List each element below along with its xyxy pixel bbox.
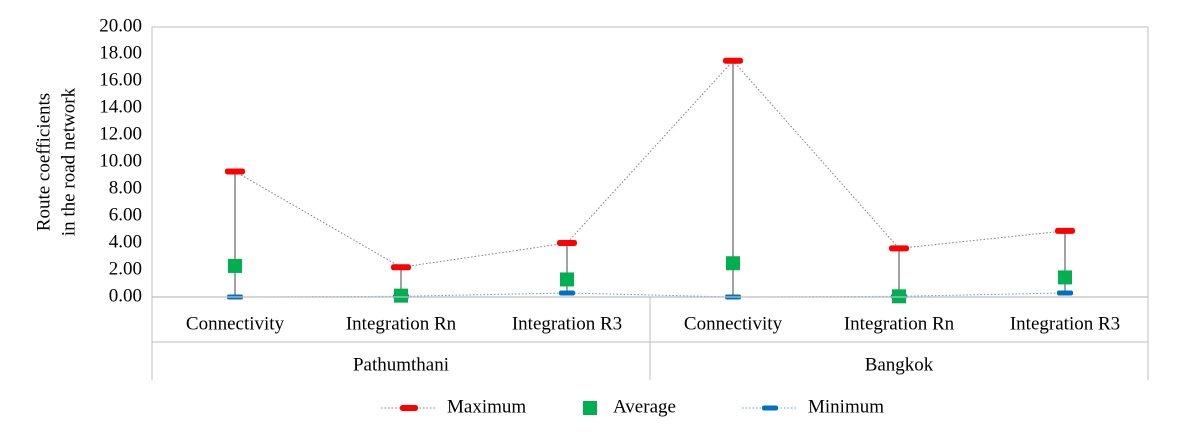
x-category-label: Integration R3 bbox=[512, 313, 622, 334]
plot-frame bbox=[151, 26, 1149, 380]
y-tick-label: 16.00 bbox=[99, 69, 142, 90]
y-tick-label: 14.00 bbox=[99, 96, 142, 117]
maximum-marker bbox=[889, 245, 909, 252]
maximum-marker bbox=[723, 57, 743, 64]
x-category-label: Connectivity bbox=[684, 313, 783, 334]
maximum-marker bbox=[1055, 227, 1075, 234]
x-category-label: Connectivity bbox=[186, 313, 285, 334]
legend-label: Maximum bbox=[447, 396, 526, 417]
y-axis-title-line: in the road network bbox=[58, 87, 79, 236]
y-tick-label: 0.00 bbox=[109, 285, 142, 306]
average-marker bbox=[560, 272, 574, 287]
legend-item: Average bbox=[583, 396, 676, 417]
average-marker bbox=[394, 288, 408, 303]
y-tick-label: 8.00 bbox=[109, 177, 142, 198]
x-group-label: Pathumthani bbox=[353, 354, 449, 375]
maximum-line bbox=[234, 60, 1066, 268]
average-marker bbox=[892, 289, 906, 304]
x-category-label: Integration Rn bbox=[844, 313, 955, 334]
y-axis-title: Route coefficients in the road network bbox=[33, 87, 79, 236]
y-tick-label: 6.00 bbox=[109, 204, 142, 225]
x-category-label: Integration Rn bbox=[346, 313, 457, 334]
y-tick-label: 18.00 bbox=[99, 42, 142, 63]
average-marker bbox=[228, 258, 242, 273]
legend: Maximum Average Minimum bbox=[381, 396, 884, 417]
legend-label: Average bbox=[613, 396, 676, 417]
x-group-label: Bangkok bbox=[865, 354, 934, 375]
y-tick-label: 4.00 bbox=[109, 231, 142, 252]
x-category-label: Integration R3 bbox=[1010, 313, 1120, 334]
hi-lo-lines bbox=[234, 60, 1066, 297]
y-axis-ticks: 0.00 2.00 4.00 6.00 8.00 10.00 12.00 14.00 16.00… bbox=[99, 15, 142, 306]
minimum-marker bbox=[1057, 290, 1073, 296]
x-axis: Connectivity Integration Rn Integration R3… bbox=[152, 296, 1149, 380]
maximum-marker bbox=[225, 168, 245, 175]
y-axis-title-line: Route coefficients bbox=[33, 93, 54, 231]
legend-symbol-marker bbox=[400, 405, 418, 411]
legend-item: Maximum bbox=[381, 396, 526, 417]
minimum-line bbox=[234, 292, 1066, 298]
average-marker bbox=[726, 256, 740, 271]
series-lines bbox=[234, 60, 1066, 298]
maximum-marker bbox=[391, 264, 411, 271]
legend-symbol-marker bbox=[762, 405, 778, 411]
minimum-marker bbox=[559, 290, 575, 296]
y-tick-label: 20.00 bbox=[99, 15, 142, 36]
y-tick-label: 12.00 bbox=[99, 123, 142, 144]
legend-label: Minimum bbox=[808, 396, 884, 417]
average-marker bbox=[1058, 270, 1072, 285]
y-tick-label: 10.00 bbox=[99, 150, 142, 171]
legend-symbol-marker bbox=[583, 401, 597, 415]
legend-item: Minimum bbox=[742, 396, 884, 417]
y-tick-label: 2.00 bbox=[109, 258, 142, 279]
series-markers bbox=[225, 57, 1075, 304]
maximum-marker bbox=[557, 240, 577, 246]
